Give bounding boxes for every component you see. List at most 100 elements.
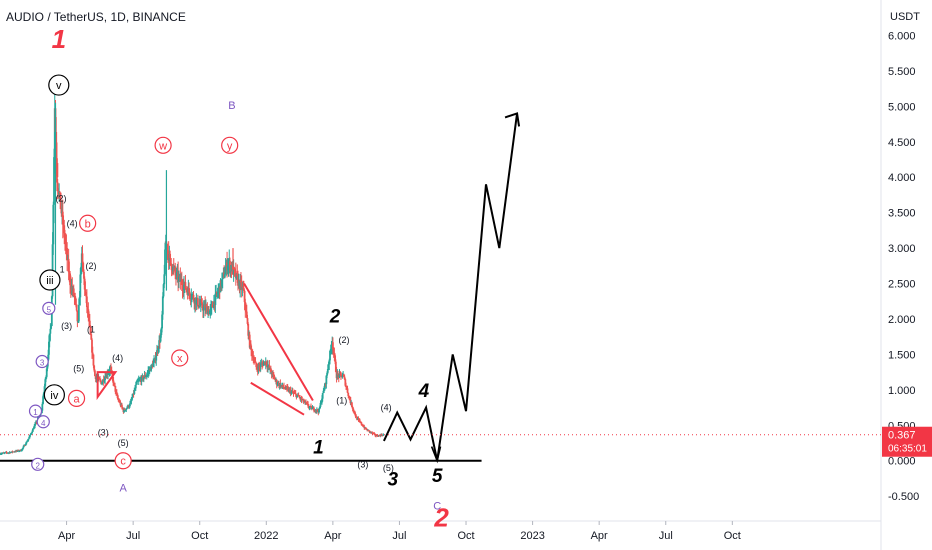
candle-body: [344, 379, 347, 386]
candle-body: [34, 423, 36, 426]
candle-body: [90, 334, 93, 340]
candle-body: [216, 293, 219, 294]
candle-body: [161, 296, 164, 315]
candle-body: [161, 314, 163, 329]
wave-projection-path: [383, 113, 519, 461]
candle-body: [179, 275, 182, 282]
candle-body: [48, 341, 50, 355]
candle-body: [77, 321, 80, 323]
wave-label-small: (2): [56, 193, 67, 203]
candle-body: [27, 438, 30, 441]
candle-body: [21, 449, 23, 451]
candle-body: [336, 373, 339, 379]
candle-body: [172, 266, 175, 268]
candle-body: [131, 393, 134, 398]
candle-body: [214, 293, 217, 305]
candle-body: [117, 398, 120, 400]
candle-body: [348, 395, 350, 397]
candle-body: [245, 309, 247, 312]
candle-body: [353, 411, 356, 415]
candle-body: [329, 350, 331, 361]
candle-body: [130, 399, 133, 402]
candle-body: [83, 271, 85, 279]
candle-body: [180, 279, 183, 285]
wave-label-primary: 1: [52, 24, 66, 54]
candle-body: [64, 241, 67, 245]
candle-body: [163, 274, 166, 285]
candle-body: [24, 444, 27, 446]
candle-body: [188, 292, 191, 297]
candle-body: [71, 286, 74, 291]
candle-body: [35, 422, 38, 423]
candle-body: [298, 396, 301, 398]
price-tick-label: 2.500: [888, 279, 916, 291]
candle-body: [164, 241, 167, 250]
candle-body: [66, 248, 69, 260]
candle-body: [14, 451, 17, 453]
candle-body: [347, 392, 350, 396]
candle-body: [75, 304, 78, 311]
candle-body: [353, 410, 355, 412]
wave-label-circle: [42, 301, 56, 315]
candle-body: [332, 342, 334, 350]
wedge-upper-line: [243, 283, 314, 402]
time-tick-label: 2023: [520, 530, 544, 542]
candle-body: [233, 267, 236, 271]
currency-label[interactable]: USDT: [890, 11, 920, 23]
candle-body: [98, 377, 101, 380]
candle-body: [273, 376, 276, 380]
candle-body: [221, 279, 223, 287]
wave-label-circle: [35, 354, 49, 369]
candle-body: [25, 442, 28, 445]
time-tick-label: Apr: [58, 530, 75, 542]
candle-body: [258, 365, 261, 367]
candle-body: [192, 294, 195, 300]
wave-labels: 1 v iii iv 5 4 3 1 2 a b c w x y (2) (4) 1 (2) (3) (1 (5) (4) (…: [28, 24, 449, 532]
wave-label-major: 3: [387, 469, 398, 490]
candle-body: [357, 418, 360, 420]
candle-body: [164, 249, 166, 275]
candle-body: [107, 373, 109, 375]
wave-label-circled: w: [158, 140, 167, 152]
time-axis[interactable]: Apr Jul Oct 2022 Apr Jul Oct 2023 Apr Jul Oct: [58, 521, 741, 542]
candle-body: [158, 340, 161, 349]
candle-body: [129, 401, 132, 404]
candle-body: [276, 384, 279, 386]
candle-body: [254, 361, 257, 363]
candle-body: [67, 258, 70, 273]
candle-body: [250, 349, 253, 356]
candle-body: [338, 373, 341, 378]
candle-body: [239, 280, 242, 289]
candle-body: [321, 398, 323, 403]
candle-body: [202, 306, 205, 311]
candle-body: [301, 399, 304, 401]
candle-body: [321, 393, 324, 399]
candle-body: [169, 253, 172, 259]
price-tick-label: 5.000: [888, 101, 916, 113]
candles: [0, 93, 385, 456]
wave-label-small: (4): [381, 403, 392, 413]
candle-body: [172, 266, 174, 272]
candle-body: [53, 157, 55, 205]
candle-body: [133, 389, 136, 394]
candle-body: [369, 431, 372, 433]
candle-body: [196, 298, 199, 307]
candle-body: [88, 320, 91, 327]
candle-body: [275, 380, 278, 385]
candle-body: [167, 251, 169, 253]
wave-label-small: (3): [98, 427, 109, 437]
candle-body: [55, 131, 58, 159]
candle-body: [52, 204, 55, 245]
candle-body: [211, 304, 214, 308]
candle-body: [42, 396, 44, 404]
candle-body: [10, 452, 12, 453]
candle-body: [358, 419, 361, 421]
wave-label-circled: v: [56, 80, 62, 92]
time-tick-label: Apr: [591, 530, 608, 542]
candle-body: [247, 323, 250, 336]
wave-label-circle: [79, 214, 97, 232]
wave-drawings: [0, 112, 521, 464]
candle-body: [87, 309, 90, 318]
candle-body: [267, 365, 269, 368]
